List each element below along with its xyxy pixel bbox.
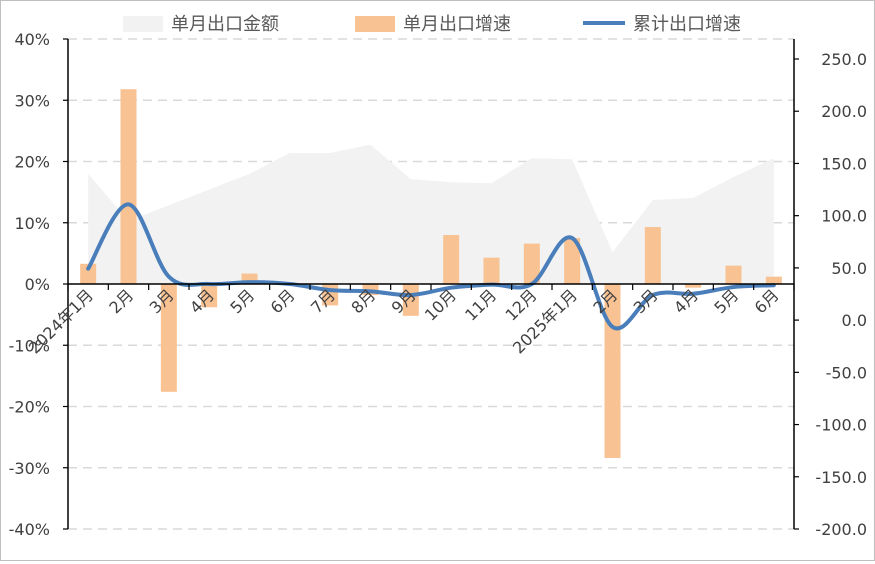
right-axis-tick-label: 0.0 xyxy=(842,311,867,330)
left-axis-tick-label: 40% xyxy=(14,30,50,49)
right-axis-tick-label: -50.0 xyxy=(826,363,867,382)
left-axis-tick-label: 10% xyxy=(14,214,50,233)
legend-swatch xyxy=(355,16,395,32)
x-axis-tick-label: 2月 xyxy=(105,285,137,317)
x-axis-tick-label: 6月 xyxy=(267,285,299,317)
bar-monthly-export-growth xyxy=(484,258,500,284)
legend-label: 单月出口增速 xyxy=(403,14,511,35)
x-axis-tick-label: 5月 xyxy=(226,285,258,317)
right-axis-ticks: -200.0 -150.0 -100.0 -50.0 0.0 50.0 100.0 150.0… xyxy=(815,50,867,539)
right-axis-tick-label: 150.0 xyxy=(821,154,867,173)
left-axis-tick-label: 30% xyxy=(14,91,50,110)
right-axis-tick-label: 100.0 xyxy=(821,207,867,226)
x-axis-tick-label: 11月 xyxy=(461,285,500,324)
left-axis-tick-label: -20% xyxy=(9,398,50,417)
bar-monthly-export-growth xyxy=(645,227,661,284)
right-axis-tick-label: -100.0 xyxy=(815,416,867,435)
left-axis-tick-label: 0% xyxy=(25,275,50,294)
legend: 单月出口金额 单月出口增速 累计出口增速 xyxy=(123,14,741,35)
right-axis-tick-label: -200.0 xyxy=(815,520,867,539)
left-axis-tick-label: -40% xyxy=(9,520,50,539)
right-axis-tick-label: 250.0 xyxy=(821,50,867,69)
legend-label: 单月出口金额 xyxy=(171,14,279,35)
bar-monthly-export-growth xyxy=(766,277,782,284)
bar-monthly-export-growth xyxy=(726,266,742,284)
bar-monthly-export-growth xyxy=(121,89,137,284)
area-monthly-export-amount xyxy=(88,145,774,284)
x-axis-tick-label: 4月 xyxy=(670,285,702,317)
left-axis-ticks: -40%-30%-20%-10%0%10%20%30%40% xyxy=(9,30,50,539)
right-axis-tick-label: 200.0 xyxy=(821,102,867,121)
left-axis-tick-label: 20% xyxy=(14,153,50,172)
legend-swatch xyxy=(123,16,163,32)
right-axis-tick-label: 50.0 xyxy=(831,259,867,278)
x-axis-tick-label: 6月 xyxy=(751,285,783,317)
right-axis-tick-label: -150.0 xyxy=(815,468,867,487)
x-axis-tick-label: 2024年1月 xyxy=(25,285,97,357)
area-layer xyxy=(88,145,774,284)
bar-monthly-export-growth xyxy=(443,235,459,284)
axes xyxy=(63,39,799,529)
left-axis-tick-label: -30% xyxy=(9,459,50,478)
legend-label: 累计出口增速 xyxy=(633,14,741,35)
